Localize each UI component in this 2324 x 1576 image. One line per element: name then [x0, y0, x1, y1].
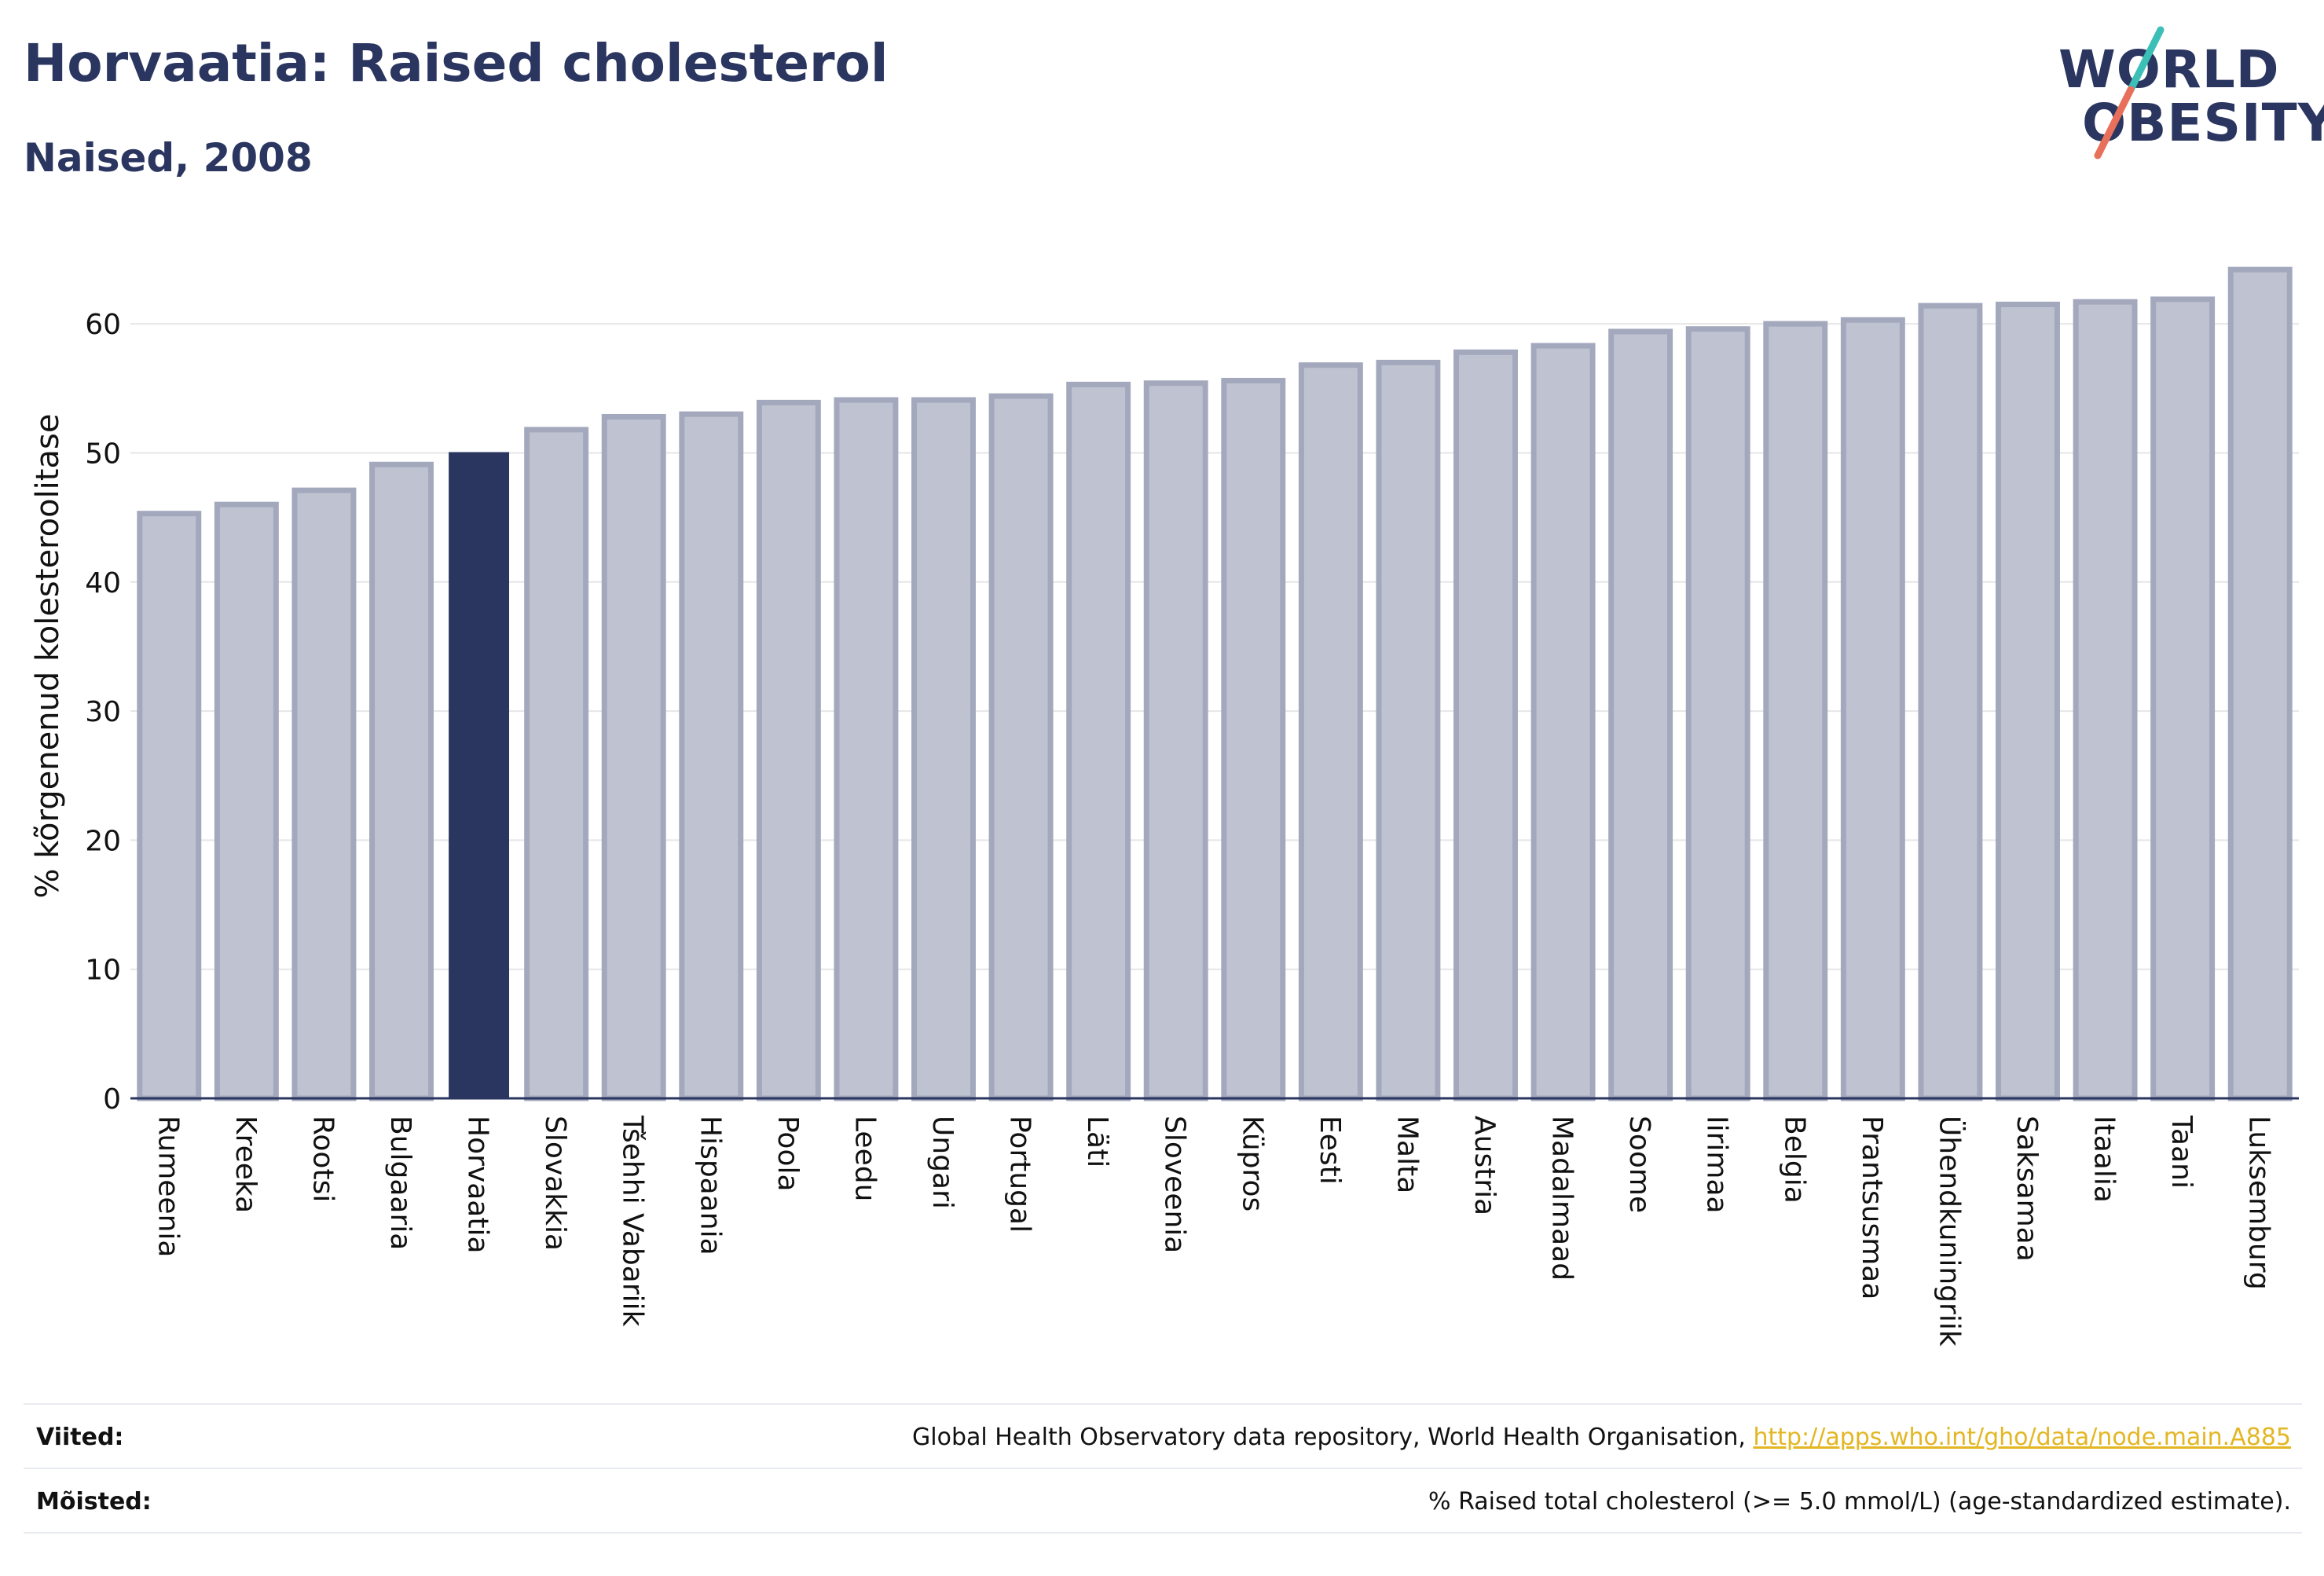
bar-luksemburg[interactable] [2227, 266, 2293, 1101]
y-tick-label: 20 [85, 825, 121, 857]
y-tick-label: 40 [85, 567, 121, 599]
bar-sloveenia[interactable] [1143, 380, 1208, 1101]
y-tick-label: 30 [85, 696, 121, 728]
x-tick-label: Ühendkuningriik [1933, 1116, 1966, 1347]
bar-poola[interactable] [756, 399, 821, 1101]
bar-austria[interactable] [1453, 349, 1518, 1101]
x-tick-label: Küpros [1236, 1116, 1268, 1211]
x-tick-label: Malta [1391, 1116, 1423, 1193]
axes: 0 10 20 30 40 50 60 Rumeenia Kreeka Rootsi Bulgaar… [85, 309, 2299, 1347]
x-tick-label: Leedu [849, 1116, 881, 1201]
bar-portugal[interactable] [988, 393, 1054, 1101]
bar-itaalia[interactable] [2073, 299, 2138, 1101]
references-row: Viited: Global Health Observatory data r… [24, 1403, 2302, 1468]
bar-bulgaaria[interactable] [369, 461, 434, 1101]
chart-title: Horvaatia: Raised cholesterol [24, 33, 889, 93]
x-tick-label: Läti [1081, 1116, 1113, 1167]
bar-leedu[interactable] [834, 397, 899, 1101]
logo-slash-coral [2094, 86, 2135, 159]
bars [137, 266, 2293, 1101]
x-tick-label: Rootsi [306, 1116, 339, 1202]
bar-malta[interactable] [1376, 359, 1441, 1101]
y-tick-label: 50 [85, 438, 121, 470]
bar--hendkuningriik[interactable] [1918, 302, 1983, 1101]
bar-horvaatia[interactable] [449, 452, 510, 1099]
logo-line-world: WORLD [2058, 39, 2280, 100]
y-tick-label: 60 [85, 309, 121, 341]
x-tick-label: Saksamaa [2011, 1116, 2043, 1262]
x-tick-label: Ungari [926, 1116, 959, 1209]
logo-slash-icon [2094, 26, 2165, 159]
bar-iirimaa[interactable] [1685, 326, 1750, 1101]
x-tick-label: Sloveenia [1159, 1116, 1191, 1253]
bar-slovakkia[interactable] [524, 427, 589, 1101]
bar-t-ehhi-vabariik[interactable] [601, 413, 666, 1101]
bar-ungari[interactable] [911, 397, 976, 1101]
references-link[interactable]: http://apps.who.int/gho/data/node.main.A… [1753, 1424, 2291, 1451]
world-obesity-logo: WORLD OBESITY [2043, 24, 2324, 165]
x-tick-label: Hispaania [694, 1116, 726, 1255]
bar-saksamaa[interactable] [1996, 302, 2060, 1101]
x-tick-label: Austria [1468, 1116, 1501, 1215]
references-label: Viited: [36, 1424, 124, 1451]
bar-taani[interactable] [2150, 296, 2216, 1101]
references-value: Global Health Observatory data repositor… [912, 1424, 2291, 1451]
y-tick-label: 10 [85, 955, 121, 987]
y-axis-label: % kõrgenenud kolesteroolitase [30, 414, 66, 899]
bar-kreeka[interactable] [214, 501, 279, 1101]
bar-hispaania[interactable] [679, 411, 744, 1101]
bar-chart: 0 10 20 30 40 50 60 Rumeenia Kreeka Rootsi Bulgaar… [30, 266, 2299, 1347]
x-tick-label: Horvaatia [462, 1116, 494, 1254]
bar-soome[interactable] [1608, 328, 1673, 1101]
x-tick-label: Iirimaa [1701, 1116, 1733, 1214]
x-tick-label: Poola [772, 1116, 804, 1192]
definitions-row: Mõisted: % Raised total cholesterol (>= … [24, 1468, 2302, 1532]
x-tick-label: Taani [2165, 1115, 2198, 1189]
x-tick-label: Portugal [1004, 1116, 1036, 1233]
x-tick-label: Madalmaad [1546, 1116, 1578, 1281]
references-text: Global Health Observatory data repositor… [912, 1424, 1754, 1451]
x-tick-label: Luksemburg [2243, 1116, 2275, 1290]
x-tick-label: Kreeka [229, 1116, 262, 1213]
x-tick-label: Itaalia [2088, 1116, 2121, 1203]
x-tick-label: Rumeenia [152, 1116, 184, 1257]
x-tick-label: Eesti [1314, 1116, 1346, 1185]
bar-rootsi[interactable] [291, 487, 357, 1101]
bar-madalmaad[interactable] [1530, 343, 1596, 1101]
bar-eesti[interactable] [1298, 362, 1363, 1101]
y-tick-label: 0 [103, 1083, 121, 1116]
x-tick-label: Slovakkia [539, 1116, 571, 1251]
footer-divider [24, 1532, 2302, 1534]
bar-belgia[interactable] [1763, 321, 1828, 1101]
bar-prantsusmaa[interactable] [1840, 317, 1905, 1101]
chart-subtitle: Naised, 2008 [24, 135, 313, 181]
bar-l-ti[interactable] [1066, 381, 1131, 1101]
logo-slash-teal [2127, 26, 2165, 93]
x-tick-label: Soome [1623, 1116, 1655, 1213]
x-tick-label: Prantsusmaa [1856, 1116, 1888, 1299]
bar-k-pros[interactable] [1221, 377, 1286, 1101]
x-tick-label: Tšehhi Vabariik [617, 1115, 649, 1327]
definitions-text: % Raised total cholesterol (>= 5.0 mmol/… [1428, 1488, 2291, 1516]
definitions-label: Mõisted: [36, 1488, 152, 1516]
x-tick-label: Bulgaaria [384, 1116, 416, 1250]
bar-rumeenia[interactable] [137, 511, 202, 1101]
x-tick-label: Belgia [1778, 1116, 1810, 1204]
